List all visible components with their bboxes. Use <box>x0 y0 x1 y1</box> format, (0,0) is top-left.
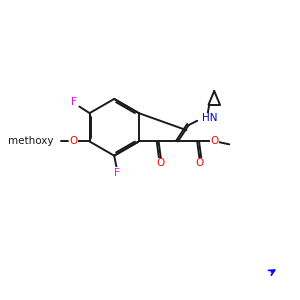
Text: O: O <box>69 136 78 146</box>
Text: O: O <box>157 158 165 168</box>
Text: F: F <box>114 168 120 178</box>
Text: O: O <box>195 158 204 168</box>
Text: HN: HN <box>202 113 218 123</box>
Text: F: F <box>71 97 77 107</box>
Text: O: O <box>210 136 218 146</box>
Text: methoxy: methoxy <box>8 136 53 146</box>
